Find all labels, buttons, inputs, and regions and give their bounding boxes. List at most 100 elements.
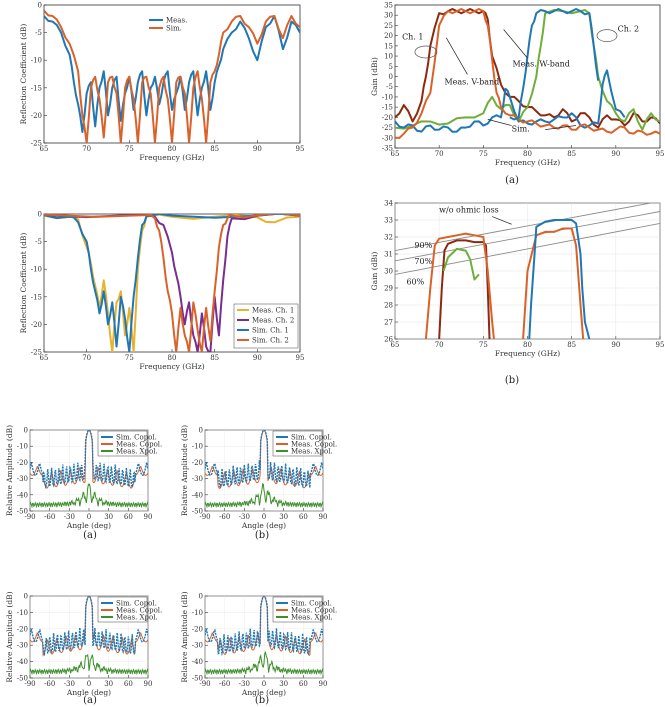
y-tick-label: 34: [384, 200, 393, 208]
x-tick-label: 95: [296, 354, 305, 362]
y-tick-label: -40: [192, 658, 203, 666]
y-tick-label: 10: [384, 53, 393, 61]
annotation-90: 90%: [414, 241, 432, 250]
y-tick-label: -20: [17, 459, 28, 467]
y-axis-label: Gain (dBi): [370, 57, 379, 96]
x-tick-label: -60: [44, 680, 55, 688]
arrow-sim-2: [545, 125, 577, 130]
x-tick-label: 95: [656, 341, 665, 349]
series-meas-copol: [30, 430, 148, 489]
y-tick-label: -50: [17, 508, 28, 516]
series-meas-copol: [30, 596, 148, 657]
x-tick-label: 0: [262, 513, 266, 521]
y-tick-label: -20: [17, 625, 28, 633]
caption-row4-right: (b): [255, 695, 269, 706]
annotation-meas-vband: Meas. V-band: [444, 78, 499, 87]
x-tick-label: 90: [253, 145, 262, 153]
x-axis-label: Frequency (GHz): [495, 349, 560, 358]
x-tick-label: 95: [656, 150, 665, 158]
annotation-ch1: Ch. 1: [402, 33, 423, 42]
y-tick-label: -5: [35, 29, 42, 37]
x-tick-label: 65: [40, 145, 49, 153]
y-tick-label: 0: [199, 593, 203, 601]
y-tick-label: 27: [384, 319, 393, 327]
series-line-meas-v-band: [395, 7, 660, 129]
x-tick-label: 30: [279, 513, 288, 521]
x-axis-label: Frequency (GHz): [495, 158, 560, 167]
y-tick-label: -30: [192, 642, 203, 650]
series-line-90-: [395, 211, 660, 262]
y-tick-label: 28: [384, 302, 393, 310]
x-tick-label: 60: [299, 680, 308, 688]
series-group: [44, 214, 300, 352]
x-tick-label: 65: [391, 341, 400, 349]
y-tick-label: -30: [17, 642, 28, 650]
y-tick-label: -25: [31, 349, 42, 357]
series-xpol: [205, 651, 323, 676]
x-tick-label: -90: [199, 513, 210, 521]
y-axis-label: Relative Amplitude (dB): [5, 425, 14, 516]
legend-label: Sim. Copol.: [291, 600, 332, 608]
x-tick-label: 70: [435, 150, 444, 158]
legend-label: Meas. Ch. 1: [252, 307, 294, 315]
arrow-ohmic: [492, 216, 512, 225]
annotation-70: 70%: [414, 257, 432, 266]
y-axis-label: Relative Amplitude (dB): [5, 591, 14, 682]
x-tick-label: -90: [199, 680, 210, 688]
y-tick-label: -20: [31, 321, 42, 329]
arrow-sim-1: [487, 119, 512, 126]
legend-label: Sim. Ch. 1: [252, 327, 289, 335]
y-tick-label: -50: [192, 675, 203, 683]
y-tick-label: 0: [24, 427, 28, 435]
x-tick-label: 85: [210, 354, 219, 362]
legend-label: Meas. Xpol.: [291, 448, 333, 456]
chart-pattern-4: -90 -60 -30 0 30 60 90 0 -10 -20 -30 -40 -50 Angle (d…: [180, 591, 337, 697]
y-tick-label: -10: [382, 93, 393, 101]
chart-pattern-2: -90 -60 -30 0 30 60 90 0 -10 -20 -30 -40 -50 Angle (d…: [180, 425, 337, 530]
x-tick-label: 0: [87, 680, 91, 688]
series-line-sim-ch2: [509, 7, 600, 121]
x-tick-label: -90: [24, 680, 35, 688]
y-tick-label: 32: [384, 234, 393, 242]
y-tick-label: -25: [31, 140, 42, 148]
legend-label: Sim. Ch. 2: [252, 337, 289, 345]
y-tick-label: -30: [192, 475, 203, 483]
y-tick-label: -15: [31, 293, 42, 301]
arrow-vband: [445, 37, 468, 75]
y-tick-label: -10: [31, 266, 42, 274]
series-sim-copol: [205, 430, 323, 489]
legend-label: Sim.: [166, 25, 182, 33]
y-tick-label: 33: [384, 217, 393, 225]
x-tick-label: 70: [82, 354, 91, 362]
x-tick-label: 85: [567, 341, 576, 349]
series-line-70-: [395, 222, 660, 275]
series-line-sim-: [395, 69, 626, 133]
y-tick-label: 30: [384, 268, 393, 276]
x-tick-label: -60: [44, 513, 55, 521]
y-tick-label: -35: [382, 145, 393, 153]
y-tick-label: -15: [31, 84, 42, 92]
y-tick-label: 0: [199, 427, 203, 435]
y-tick-label: -10: [192, 443, 203, 451]
x-tick-label: 0: [87, 513, 91, 521]
legend-label: Meas.: [166, 17, 187, 25]
x-tick-label: 75: [479, 341, 488, 349]
x-axis-label: Frequency (GHz): [139, 362, 204, 371]
caption-row3-right: (b): [255, 530, 269, 541]
y-tick-label: -20: [382, 114, 393, 122]
plot-frame: [43, 4, 301, 144]
series-line-sim-ch1: [424, 232, 495, 339]
y-axis-label: Relative Amplitude (dB): [180, 425, 189, 516]
y-tick-label: -30: [382, 134, 393, 142]
series-line-sim-: [44, 9, 300, 143]
x-tick-label: -90: [24, 513, 35, 521]
x-tick-label: 90: [319, 680, 328, 688]
legend-label: Meas. Xpol.: [116, 448, 158, 456]
series-group: [395, 203, 660, 339]
caption-top-right: (a): [505, 175, 519, 186]
y-tick-label: 0: [38, 2, 42, 10]
x-axis-label: Angle (deg): [241, 521, 286, 530]
series-sim-copol: [30, 596, 148, 657]
x-tick-label: 90: [611, 341, 620, 349]
